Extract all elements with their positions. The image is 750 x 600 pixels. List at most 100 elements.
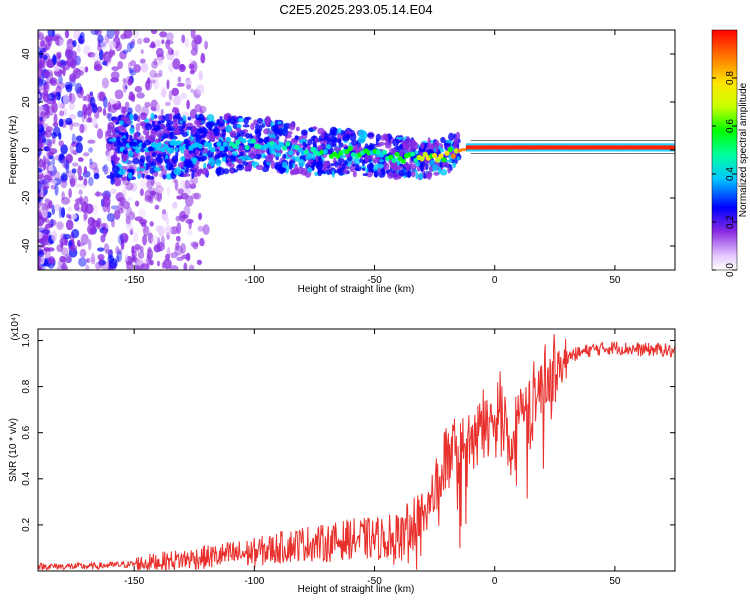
snr-series-line: [38, 334, 675, 571]
spectrogram-cell: [140, 49, 144, 54]
spectrogram-cell: [50, 218, 54, 227]
spectrogram-cell: [312, 126, 318, 131]
spectrogram-ridge-cell: [400, 158, 406, 164]
spectrogram-cell: [140, 112, 147, 121]
snr-y-tick-label: 0.2: [21, 518, 32, 532]
spectrogram-ridge-cell: [157, 142, 163, 148]
spectrogram-cell: [396, 136, 404, 140]
spectrogram-ridge-cell: [419, 156, 425, 162]
spectrogram-cell: [162, 174, 167, 180]
spectrogram-cell: [60, 144, 68, 155]
spectrogram-ridge-cell: [175, 140, 181, 146]
spectrogram-ridge-cell: [444, 150, 450, 156]
spectrogram-cell: [146, 248, 154, 260]
spectrogram-cell: [384, 142, 392, 149]
spectrogram-cell: [61, 196, 71, 205]
spectrogram-cell: [124, 85, 128, 90]
snr-axes: -150 -100 -50 0 50 0.2 0.4 0.6 0.8 1.0: [21, 329, 675, 587]
spectrogram-cell: [60, 241, 64, 249]
spectrogram-cell: [44, 42, 51, 51]
spectrogram-cell: [142, 234, 148, 246]
spectrogram-cell: [212, 122, 218, 127]
spectrogram-ridge-cell: [275, 145, 281, 151]
spectrogram-cell: [207, 121, 212, 130]
spectrogram-cell: [122, 78, 127, 83]
spectrogram-cell: [232, 151, 239, 157]
spectrogram-ridge-cell: [388, 154, 394, 160]
spectrogram-cell: [337, 161, 342, 166]
spectrogram-cell: [310, 164, 315, 170]
spectrogram-cell: [151, 235, 159, 246]
spectrogram-cell: [51, 230, 57, 242]
spectrogram-cell: [268, 153, 276, 158]
spectrogram-cell: [137, 173, 141, 179]
spectrogram-cell: [110, 188, 117, 194]
spectrogram-cell: [193, 192, 202, 200]
spectrogram-cell: [101, 52, 111, 64]
spectrogram-y-tick-label: -20: [21, 190, 32, 205]
spectrogram-cell: [150, 178, 155, 187]
spectrogram-cell: [120, 106, 126, 115]
spectrogram-cell: [38, 265, 41, 270]
spectrogram-cell: [111, 66, 120, 71]
spectrogram-cell: [110, 172, 114, 176]
spectrogram-cell: [113, 209, 121, 221]
spectrogram-cell: [156, 129, 164, 138]
spectrogram-cell: [94, 30, 102, 36]
spectrogram-cell: [230, 169, 234, 174]
spectrogram-cell: [168, 90, 173, 101]
spectrogram-cell: [57, 222, 64, 229]
spectrogram-ridge-cell: [147, 146, 153, 152]
spectrogram-cell: [133, 113, 138, 122]
spectrogram-cell: [65, 219, 74, 231]
spectrogram-cell: [68, 188, 72, 199]
spectrogram-cell: [107, 101, 112, 113]
spectrogram-cell: [144, 189, 153, 201]
spectrogram-cell: [197, 225, 204, 232]
spectrogram-cell: [235, 127, 242, 133]
spectrogram-cell: [439, 162, 443, 169]
spectrogram-cell: [129, 228, 134, 235]
spectrogram-cell: [176, 256, 184, 261]
snr-x-tick-label: -100: [244, 576, 264, 587]
spectrogram-cell: [195, 36, 202, 45]
spectrogram-ridge-cell: [207, 142, 213, 148]
spectrogram-cell: [38, 231, 43, 240]
spectrogram-cell: [54, 33, 61, 39]
spectrogram-cell: [251, 160, 256, 166]
spectrogram-cell: [138, 158, 145, 167]
spectrogram-cell: [164, 158, 170, 165]
spectrogram-cell: [80, 233, 89, 245]
spectrogram-cell: [160, 235, 165, 247]
spectrogram-cell: [83, 195, 89, 206]
spectrogram-y-tick-label: 20: [21, 96, 32, 108]
spectrogram-cell: [149, 79, 156, 84]
spectrogram-cell: [158, 69, 163, 75]
spectrogram-ridge-cell: [450, 153, 456, 159]
spectrogram-cell: [294, 135, 300, 140]
spectrogram-cell: [175, 147, 179, 153]
spectrogram-cell: [204, 40, 209, 50]
spectrogram-cell: [207, 164, 212, 170]
spectrogram-cell: [79, 248, 87, 258]
spectrogram-cell: [144, 101, 151, 108]
spectrogram-cell: [49, 77, 58, 87]
spectrogram-ridge-cell: [391, 157, 397, 163]
spectrogram-cell: [110, 77, 120, 83]
spectrogram-cell: [258, 124, 263, 132]
spectrogram-cell: [50, 179, 57, 185]
spectrogram-cell: [108, 258, 118, 269]
spectrogram-cell: [126, 119, 132, 125]
spectrogram-cell: [134, 200, 140, 207]
spectrogram-cell: [200, 52, 206, 64]
spectrogram-cell: [96, 190, 100, 197]
spectrogram-cell: [387, 171, 394, 179]
spectrogram-cell: [41, 210, 48, 218]
spectrogram-cell: [112, 128, 116, 137]
spectrogram-cell: [122, 185, 127, 198]
spectrogram-cell: [202, 167, 209, 176]
spectrogram-cell: [123, 117, 130, 121]
spectrogram-cell: [392, 138, 400, 147]
spectrogram-cell: [117, 234, 124, 245]
spectrogram-cell: [236, 123, 242, 129]
